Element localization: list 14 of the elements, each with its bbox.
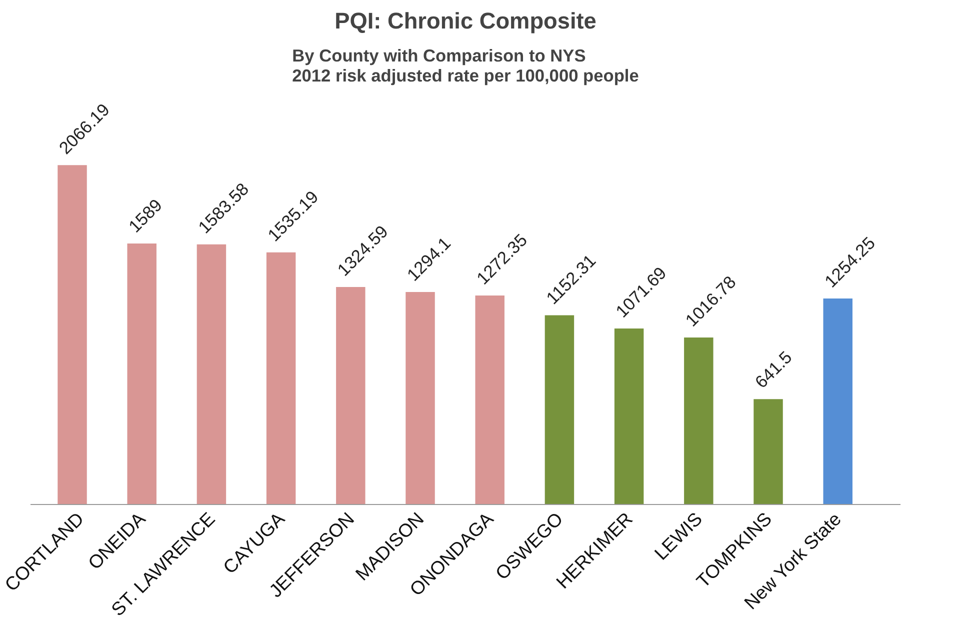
bar [406, 292, 435, 504]
chart-subtitle: By County with Comparison to NYS 2012 risk adjusted rate per 100,000 people [292, 46, 640, 86]
bar [127, 244, 156, 504]
bar [754, 399, 783, 504]
bar [266, 252, 296, 504]
bar [336, 286, 366, 504]
bar [475, 296, 504, 504]
bar [614, 328, 644, 504]
bar [196, 244, 226, 504]
bar [544, 315, 574, 504]
bar [823, 298, 852, 504]
bar [684, 338, 714, 504]
bar [58, 165, 87, 504]
chart-title: PQI: Chronic Composite [334, 8, 596, 34]
